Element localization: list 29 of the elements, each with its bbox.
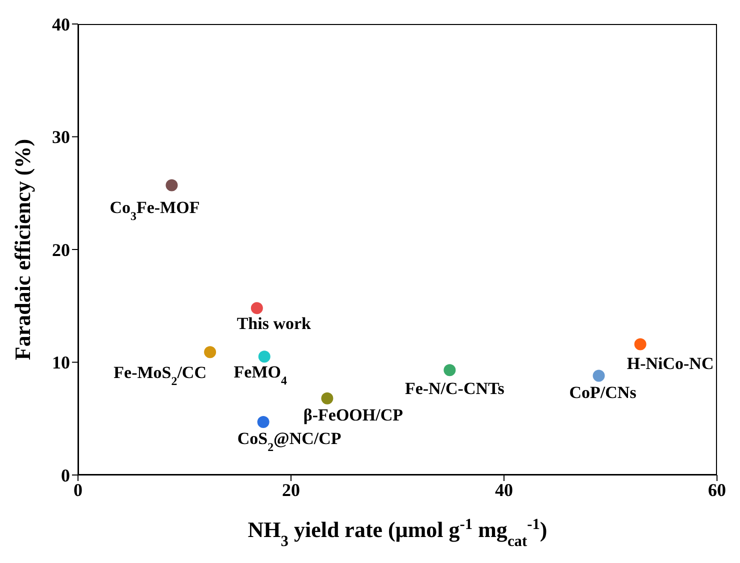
- series-label: CoP/CNs: [569, 382, 637, 402]
- y-axis-title: Faradaic efficiency (%): [10, 138, 35, 360]
- x-tick-label: 60: [708, 480, 726, 500]
- point: [444, 364, 456, 376]
- series-label: β-FeOOH/CP: [303, 405, 404, 424]
- point: [250, 302, 263, 314]
- y-tick-label: 40: [52, 14, 70, 34]
- x-tick-label: 0: [74, 480, 82, 500]
- point: [321, 392, 334, 404]
- series-label: This work: [236, 314, 312, 334]
- point: [634, 338, 646, 350]
- series-label: Fe-MoS$_{2}$/CC: [114, 363, 206, 388]
- series-label: H-NiCo-NC: [626, 354, 714, 374]
- point: [204, 346, 216, 358]
- y-tick-label: 20: [52, 240, 70, 260]
- series-label: FeMO$_{4}$: [234, 362, 287, 388]
- x-axis-title: NH$_{3}$ yield rate (μmol g$^{-1}$ mg$_{cat}$$^{-1}$): [248, 516, 548, 550]
- x-tick-label: 20: [282, 480, 300, 500]
- point: [592, 370, 605, 382]
- point: [166, 179, 178, 192]
- series-label: CoS$_{2}$@NC/CP: [237, 429, 342, 454]
- point: [258, 350, 270, 363]
- y-tick-label: 0: [61, 465, 70, 486]
- series-label: Co$_{3}$Fe-MOF: [110, 198, 200, 224]
- series-label: Fe-N/C-CNTs: [404, 379, 505, 398]
- point: [257, 416, 270, 428]
- y-tick-label: 30: [52, 127, 70, 148]
- y-tick-label: 10: [52, 352, 70, 373]
- x-tick-label: 40: [495, 480, 513, 500]
